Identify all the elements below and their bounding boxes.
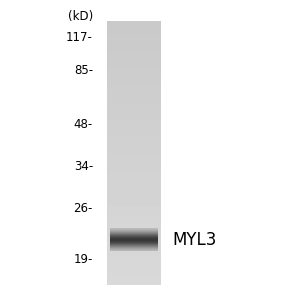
Text: (kD): (kD) bbox=[68, 10, 93, 23]
Text: 34-: 34- bbox=[74, 160, 93, 173]
Text: 48-: 48- bbox=[74, 118, 93, 131]
Text: MYL3: MYL3 bbox=[172, 231, 217, 249]
Text: 19-: 19- bbox=[74, 253, 93, 266]
Text: 26-: 26- bbox=[74, 202, 93, 215]
Text: 117-: 117- bbox=[66, 31, 93, 44]
Text: 85-: 85- bbox=[74, 64, 93, 77]
